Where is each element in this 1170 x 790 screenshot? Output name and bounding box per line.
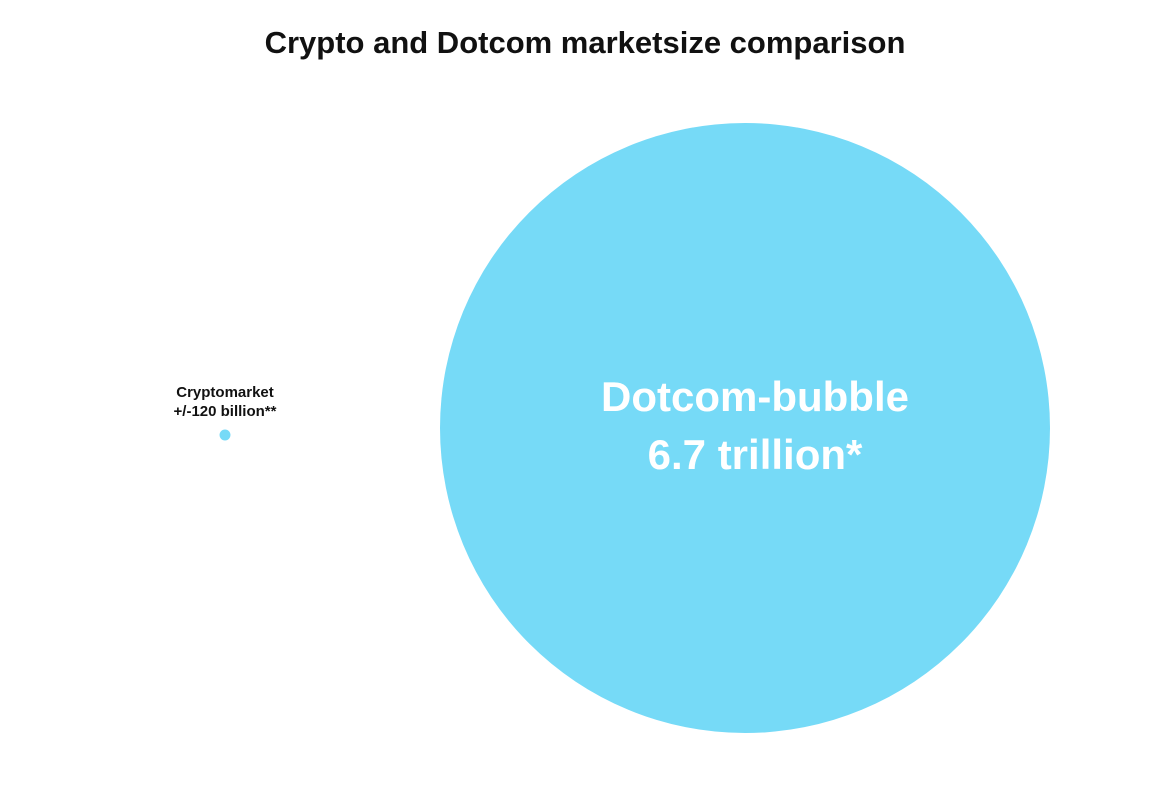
value-label: +/-120 billion** xyxy=(174,403,277,420)
value-label: 6.7 trillion* xyxy=(648,431,863,478)
bubble-label: Cryptomarket xyxy=(176,384,274,401)
bubble xyxy=(440,123,1050,733)
bubble xyxy=(219,429,231,441)
chart-title: Crypto and Dotcom marketsize comparison xyxy=(265,25,906,60)
bubble-label: Dotcom-bubble xyxy=(601,373,909,420)
